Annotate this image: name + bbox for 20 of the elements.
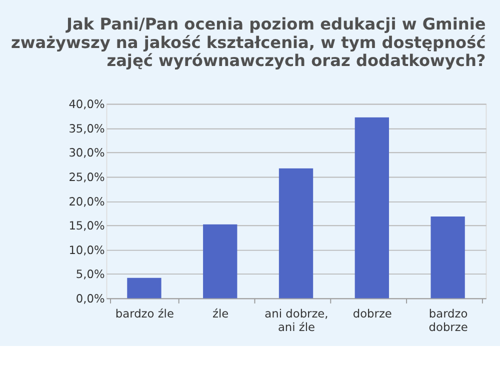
y-tick-label: 5,0%	[76, 267, 106, 282]
y-tick-label: 20,0%	[68, 194, 106, 208]
bar	[430, 216, 465, 298]
x-tick-label: bardzo źle	[115, 306, 174, 321]
y-tick-label: 15,0%	[68, 218, 106, 233]
y-tick-label: 35,0%	[68, 121, 106, 136]
x-tick-label: bardzo dobrze	[428, 306, 468, 334]
x-tick-label: źle	[212, 306, 229, 321]
y-tick-label: 0,0%	[76, 292, 106, 306]
y-tick-label: 25,0%	[68, 170, 106, 184]
bar	[278, 168, 314, 298]
x-tick-label: ani dobrze, ani źle	[264, 306, 328, 334]
bar	[354, 117, 389, 298]
bar	[127, 278, 162, 298]
x-tick-label: dobrze	[352, 306, 392, 321]
y-tick-label: 40,0%	[68, 97, 106, 112]
chart-title: Jak Pani/Pan ocenia poziom edukacji w Gminie zważywszy na jakość kształcenia, w tym dostępność zajęć wyrównawczych oraz dodatkowych?	[10, 14, 486, 70]
y-tick-label: 10,0%	[68, 242, 106, 257]
y-tick-label: 30,0%	[68, 146, 106, 160]
bar	[203, 224, 238, 298]
